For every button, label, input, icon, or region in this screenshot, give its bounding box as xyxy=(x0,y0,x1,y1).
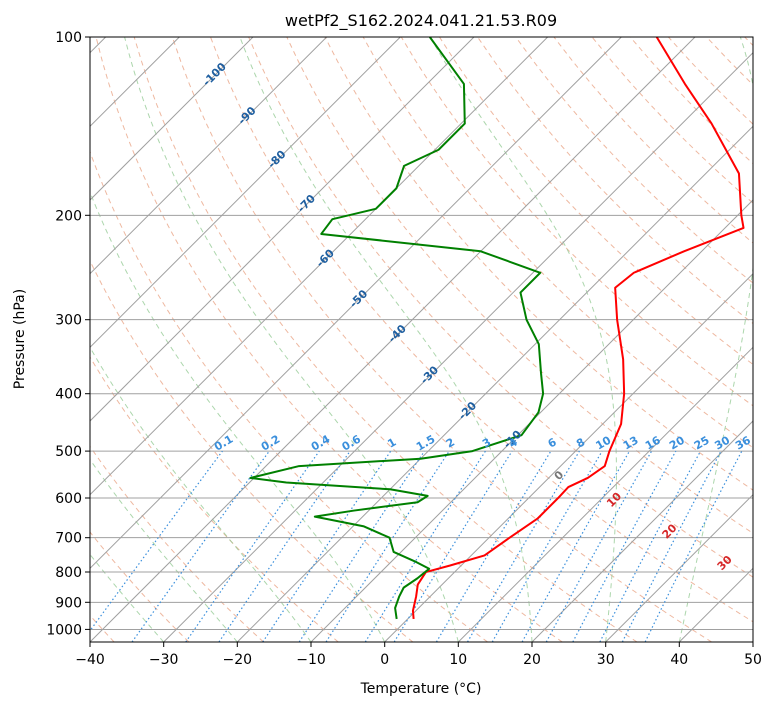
dry-adiabat-line xyxy=(171,37,712,642)
mixing-ratio-lines xyxy=(90,450,743,642)
mixing-ratio-line xyxy=(521,450,631,642)
mixing-ratio-line xyxy=(262,450,392,642)
mixing-ratio-line xyxy=(131,450,270,642)
x-tick-label: 50 xyxy=(744,652,762,668)
mixing-ratio-line xyxy=(644,450,743,642)
x-tick-label: −30 xyxy=(149,652,179,668)
x-tick-label: −40 xyxy=(75,652,105,668)
x-tick-label: −10 xyxy=(296,652,326,668)
x-tick-label: 20 xyxy=(523,652,541,668)
mixing-ratio-line xyxy=(545,450,653,642)
x-tick-label: −20 xyxy=(223,652,253,668)
y-tick-label: 900 xyxy=(55,595,82,611)
dry-adiabat-line xyxy=(90,445,264,642)
isotherm-line xyxy=(163,51,753,642)
moist-adiabat-line xyxy=(90,553,165,642)
dry-adiabat-line xyxy=(90,150,488,642)
y-tick-label: 700 xyxy=(55,531,82,547)
moist-adiabat-line xyxy=(429,37,617,642)
dry-adiabat-line xyxy=(95,37,563,642)
y-tick-label: 300 xyxy=(55,313,82,329)
mixing-ratio-line xyxy=(298,450,425,642)
dry-adiabat-line xyxy=(133,37,638,642)
x-tick-label: 30 xyxy=(597,652,615,668)
mixing-ratio-line xyxy=(218,450,351,642)
dry-adiabat-line xyxy=(210,37,753,623)
dry-adiabat-line xyxy=(90,531,190,642)
y-tick-label: 1000 xyxy=(46,622,82,638)
y-tick-label: 500 xyxy=(55,444,82,460)
y-tick-label: 800 xyxy=(55,565,82,581)
moist-adiabat-line xyxy=(239,37,533,642)
isotherm-line xyxy=(457,346,753,642)
x-tick-label: 10 xyxy=(449,652,467,668)
dry-adiabat-line xyxy=(90,356,339,642)
isotherm-line xyxy=(384,272,753,642)
isotherm-line xyxy=(605,493,753,642)
dry-adiabat-line xyxy=(248,37,753,578)
moist-adiabat-line xyxy=(124,37,459,642)
temperature-profile xyxy=(411,37,745,620)
chart-title: wetPf2_S162.2024.041.21.53.R09 xyxy=(285,11,557,31)
mixing-ratio-line xyxy=(185,450,320,642)
y-tick-label: 400 xyxy=(55,387,82,403)
y-axis-ticks: 100 200 300 400 500 600 700 800 900 1000 xyxy=(46,30,90,638)
profiles xyxy=(249,37,745,620)
dry-adiabat-line xyxy=(515,37,753,284)
isotherm-line xyxy=(310,199,753,642)
plot-frame xyxy=(89,36,754,643)
x-axis-ticks: −40 −30 −20 −10 0 10 20 30 40 50 xyxy=(75,642,762,668)
moist-adiabat-line xyxy=(90,458,238,642)
isotherm-line xyxy=(90,37,328,275)
x-tick-label: 0 xyxy=(380,652,389,668)
y-axis-label: Pressure (hPa) xyxy=(12,289,28,389)
isotherm-line xyxy=(90,37,254,201)
x-tick-label: 40 xyxy=(670,652,688,668)
y-tick-label: 200 xyxy=(55,208,82,224)
isotherm-line xyxy=(90,37,549,496)
isotherm-line xyxy=(90,37,696,642)
moist-adiabat-line xyxy=(90,190,386,642)
isotherm-line xyxy=(90,37,475,422)
dry-adiabat-line xyxy=(400,37,753,407)
dewpoint-profile xyxy=(249,37,545,620)
isobars xyxy=(90,37,753,630)
mixing-ratio-line xyxy=(572,450,677,642)
mixing-ratio-line xyxy=(393,450,513,642)
isotherms xyxy=(90,37,753,642)
y-tick-label: 600 xyxy=(55,491,82,507)
isotherm-line xyxy=(531,420,753,642)
isotherm-line xyxy=(236,125,753,642)
mixing-ratio-line xyxy=(90,450,223,632)
dry-adiabat-line xyxy=(439,37,753,366)
isotherm-line xyxy=(90,37,622,570)
x-axis-label: Temperature (°C) xyxy=(360,681,482,697)
y-tick-label: 100 xyxy=(55,30,82,46)
mixing-ratio-line xyxy=(325,450,450,642)
isotherm-line xyxy=(90,37,401,349)
